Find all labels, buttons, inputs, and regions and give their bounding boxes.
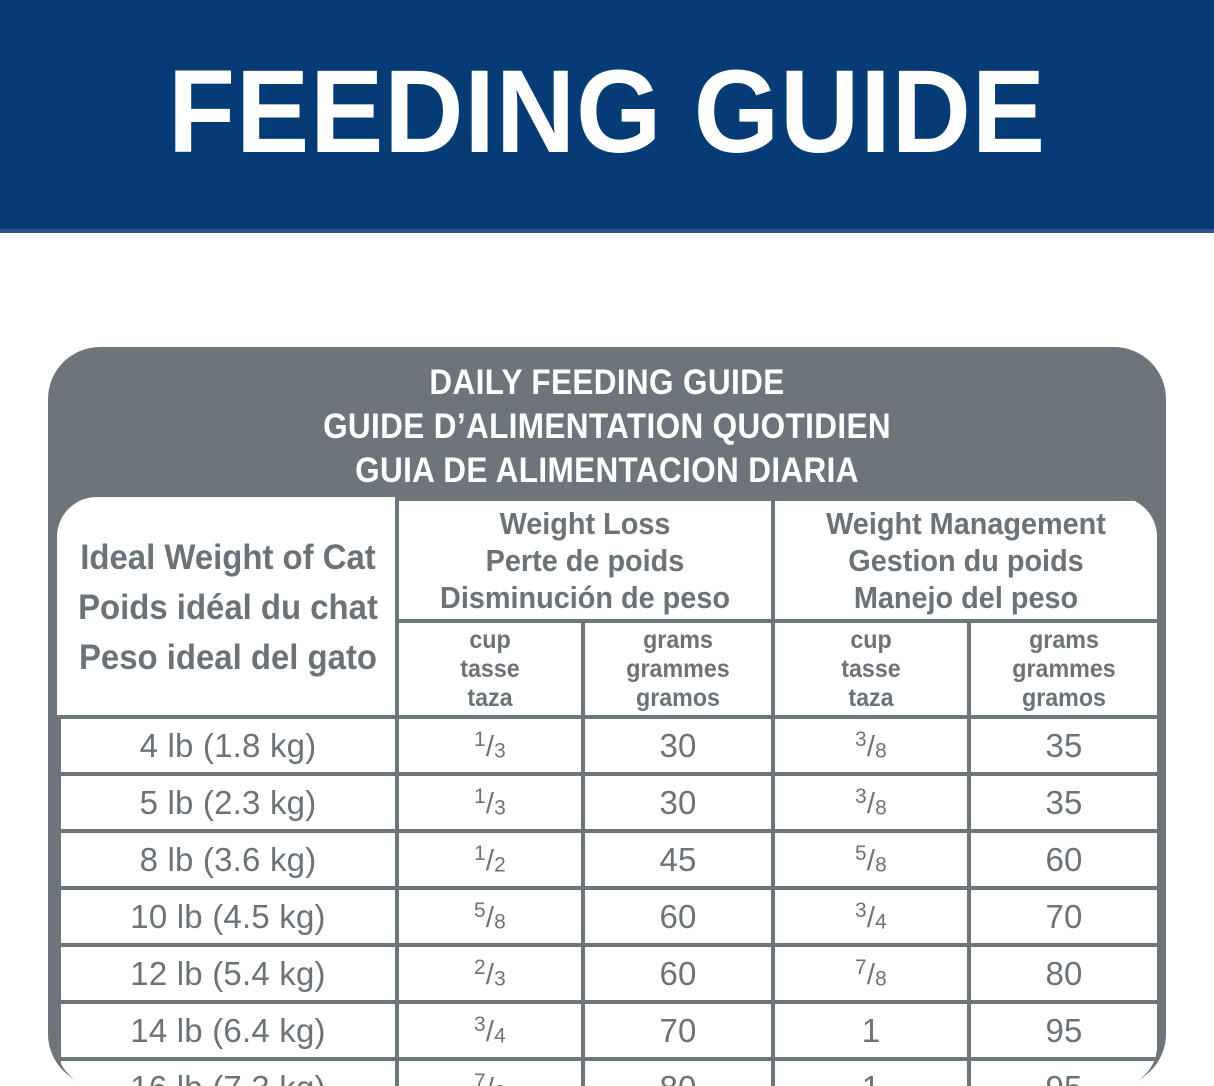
cell-weight-loss-grams: 30 — [581, 772, 775, 833]
cell-weight-management-cup: 5/8 — [771, 829, 971, 890]
cell-weight-management-cup: 3/8 — [771, 715, 971, 776]
header-unit-wm-grams-en: grams — [1029, 625, 1099, 654]
cell-weight-management-grams: 95 — [967, 1000, 1157, 1061]
header-unit-wm-cup-fr: tasse — [841, 654, 901, 683]
header-unit-wm-cup: cup tasse taza — [771, 619, 971, 719]
cell-weight-loss-cup-fraction: 2/3 — [474, 956, 506, 992]
header-weight-management-fr: Gestion du poids — [848, 542, 1084, 578]
header-unit-wl-grams-en: grams — [643, 625, 713, 654]
header-weight-loss-fr: Perte de poids — [485, 542, 685, 578]
header-ideal-weight-en: Ideal Weight of Cat — [80, 538, 376, 577]
guide-heading-line-en: DAILY FEEDING GUIDE — [429, 363, 785, 402]
cell-weight-loss-grams: 70 — [581, 1000, 775, 1061]
cell-weight-management-cup: 7/8 — [771, 943, 971, 1004]
table-row: 5 lb (2.3 kg) 1/3 30 3/8 35 — [57, 772, 1157, 833]
feeding-table-body: 4 lb (1.8 kg) 1/3 30 3/8 35 5 lb (2.3 kg) 1/3 3… — [57, 715, 1157, 1086]
cell-weight-management-grams: 95 — [967, 1057, 1157, 1086]
feeding-table: Ideal Weight of Cat Poids idéal du chat … — [57, 497, 1157, 1086]
cell-ideal-weight: 4 lb (1.8 kg) — [57, 715, 399, 776]
header-weight-management-en: Weight Management — [826, 505, 1106, 541]
header-group-weight-loss: Weight Loss Perte de poids Disminución d… — [395, 497, 775, 623]
cell-weight-loss-cup-fraction: 3/4 — [474, 1013, 506, 1049]
table-row: 4 lb (1.8 kg) 1/3 30 3/8 35 — [57, 715, 1157, 776]
cell-weight-loss-cup: 2/3 — [395, 943, 585, 1004]
banner-underline — [0, 229, 1214, 233]
cell-weight-loss-grams: 60 — [581, 886, 775, 947]
cell-ideal-weight: 12 lb (5.4 kg) — [57, 943, 399, 1004]
daily-feeding-guide-panel: DAILY FEEDING GUIDE GUIDE D’ALIMENTATION… — [48, 347, 1166, 1086]
cell-weight-management-cup-fraction: 3/8 — [855, 785, 887, 821]
cell-ideal-weight: 8 lb (3.6 kg) — [57, 829, 399, 890]
header-group-weight-management: Weight Management Gestion du poids Manej… — [771, 497, 1157, 623]
guide-heading: DAILY FEEDING GUIDE GUIDE D’ALIMENTATION… — [48, 361, 1166, 493]
header-unit-wl-cup-fr: tasse — [460, 654, 520, 683]
cell-weight-loss-cup: 3/4 — [395, 1000, 585, 1061]
header-unit-wl-cup: cup tasse taza — [395, 619, 585, 719]
guide-heading-line-fr: GUIDE D’ALIMENTATION QUOTIDIEN — [323, 407, 891, 446]
cell-weight-loss-grams: 80 — [581, 1057, 775, 1086]
table-header-units-row: cup tasse taza grams grammes gramos cup … — [59, 619, 1157, 719]
cell-weight-management-cup: 3/4 — [771, 886, 971, 947]
table-row: 14 lb (6.4 kg) 3/4 70 1 95 — [57, 1000, 1157, 1061]
header-unit-wm-grams-es: gramos — [1022, 683, 1106, 712]
page-title: FEEDING GUIDE — [168, 45, 1046, 178]
header-unit-wm-grams-fr: grammes — [1012, 654, 1116, 683]
header-unit-wl-cup-es: taza — [467, 683, 513, 712]
cell-ideal-weight: 10 lb (4.5 kg) — [57, 886, 399, 947]
cell-weight-management-cup-fraction: 3/4 — [855, 899, 887, 935]
cell-weight-loss-cup: 7/8 — [395, 1057, 585, 1086]
cell-weight-loss-cup: 1/2 — [395, 829, 585, 890]
header-weight-loss-en: Weight Loss — [499, 505, 671, 541]
cell-ideal-weight: 5 lb (2.3 kg) — [57, 772, 399, 833]
table-row: 16 lb (7.3 kg) 7/8 80195 — [57, 1057, 1157, 1086]
cell-weight-management-grams: 70 — [967, 886, 1157, 947]
cell-weight-loss-cup-fraction: 1/3 — [474, 728, 506, 764]
cell-weight-management-cup: 1 — [771, 1057, 971, 1086]
header-weight-loss-es: Disminución de peso — [440, 579, 730, 615]
table-header-group-row: Ideal Weight of Cat Poids idéal du chat … — [59, 497, 1157, 719]
feeding-table-container: Ideal Weight of Cat Poids idéal du chat … — [57, 497, 1157, 1086]
guide-heading-line-es: GUIA DE ALIMENTACION DIARIA — [355, 451, 859, 490]
cell-weight-management-cup: 1 — [771, 1000, 971, 1061]
cell-weight-loss-cup-fraction: 5/8 — [474, 899, 506, 935]
cell-weight-loss-cup-fraction: 1/2 — [474, 842, 506, 878]
cell-weight-management-cup-fraction: 5/8 — [855, 842, 887, 878]
header-weight-management-es: Manejo del peso — [853, 579, 1079, 615]
cell-weight-loss-cup-fraction: 1/3 — [474, 785, 506, 821]
header-unit-wl-cup-en: cup — [469, 625, 511, 654]
header-unit-wl-grams-fr: grammes — [626, 654, 730, 683]
cell-weight-management-cup: 3/8 — [771, 772, 971, 833]
cell-weight-management-grams: 35 — [967, 715, 1157, 776]
table-row: 12 lb (5.4 kg) 2/3 60 7/8 80 — [57, 943, 1157, 1004]
cell-weight-management-cup-fraction: 3/8 — [855, 728, 887, 764]
cell-weight-loss-cup: 1/3 — [395, 772, 585, 833]
table-row: 10 lb (4.5 kg) 5/8 60 3/4 70 — [57, 886, 1157, 947]
cell-ideal-weight: 14 lb (6.4 kg) — [57, 1000, 399, 1061]
feeding-guide-banner: FEEDING GUIDE — [0, 0, 1214, 229]
header-unit-wm-cup-en: cup — [850, 625, 892, 654]
cell-weight-loss-cup-fraction: 7/8 — [474, 1070, 506, 1086]
header-unit-wl-grams-es: gramos — [636, 683, 720, 712]
header-ideal-weight-es: Peso ideal del gato — [78, 638, 378, 677]
cell-weight-loss-grams: 45 — [581, 829, 775, 890]
cell-weight-management-grams: 60 — [967, 829, 1157, 890]
cell-weight-loss-grams: 60 — [581, 943, 775, 1004]
header-ideal-weight-fr: Poids idéal du chat — [78, 588, 378, 627]
cell-weight-loss-grams: 30 — [581, 715, 775, 776]
cell-weight-management-grams: 80 — [967, 943, 1157, 1004]
header-ideal-weight: Ideal Weight of Cat Poids idéal du chat … — [59, 499, 399, 719]
header-unit-wm-grams: grams grammes gramos — [967, 619, 1157, 719]
cell-weight-loss-cup: 1/3 — [395, 715, 585, 776]
cell-weight-management-grams: 35 — [967, 772, 1157, 833]
header-unit-wl-grams: grams grammes gramos — [581, 619, 775, 719]
cell-weight-loss-cup: 5/8 — [395, 886, 585, 947]
header-unit-wm-cup-es: taza — [848, 683, 894, 712]
cell-ideal-weight: 16 lb (7.3 kg) — [57, 1057, 399, 1086]
cell-weight-management-cup-fraction: 7/8 — [855, 956, 887, 992]
table-row: 8 lb (3.6 kg) 1/2 45 5/8 60 — [57, 829, 1157, 890]
